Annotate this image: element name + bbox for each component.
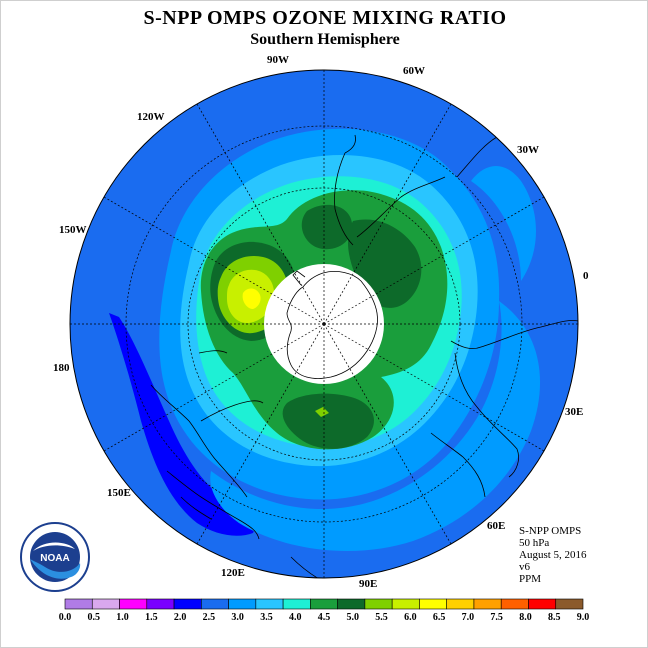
colorbar: 0.0 0.5 1.0 1.5 2.0 2.5 3.0 3.5 4.0 4.5 5.0 5.5 6.0 6… — [59, 598, 590, 623]
info-units: PPM — [519, 573, 542, 585]
colorbar-tick-label: 4.0 — [289, 612, 302, 623]
colorbar-tick-label: 2.0 — [174, 612, 187, 623]
info-date: August 5, 2016 — [519, 549, 587, 561]
colorbar-tick-label: 7.5 — [490, 612, 503, 623]
colorbar-swatch — [528, 598, 557, 610]
lon-label-90w: 90W — [267, 54, 289, 66]
colorbar-swatch — [500, 598, 529, 610]
colorbar-swatch — [255, 598, 284, 610]
lon-label-30e: 30E — [565, 406, 583, 418]
colorbar-swatch — [310, 598, 338, 610]
colorbar-tick-label: 3.0 — [231, 612, 244, 623]
lon-label-60w: 60W — [403, 65, 425, 77]
colorbar-swatch — [555, 598, 584, 610]
colorbar-tick-label: 0.5 — [88, 612, 101, 623]
logo-text: NOAA — [40, 553, 69, 564]
map-info-block: S-NPP OMPS 50 hPa August 5, 2016 v6 PPM — [519, 525, 587, 585]
lon-label-90e: 90E — [359, 578, 377, 590]
colorbar-swatch — [173, 598, 202, 610]
colorbar-swatch — [282, 598, 311, 610]
colorbar-tick-label: 1.0 — [116, 612, 129, 623]
colorbar-tick-label: 2.5 — [203, 612, 216, 623]
lon-label-60e: 60E — [487, 520, 505, 532]
lon-label-0: 0 — [583, 270, 589, 282]
map-title: S-NPP OMPS OZONE MIXING RATIO — [143, 7, 507, 29]
colorbar-tick-label: 8.5 — [548, 612, 561, 623]
colorbar-swatch — [364, 598, 393, 610]
colorbar-swatch — [119, 598, 148, 610]
ozone-field-5.0-5.5-south — [282, 393, 374, 449]
lon-label-150e: 150E — [107, 487, 131, 499]
ozone-field-5.0-5.5-north — [301, 204, 353, 250]
colorbar-swatch — [446, 598, 475, 610]
colorbar-swatch — [201, 598, 229, 610]
info-level: 50 hPa — [519, 537, 550, 549]
lon-label-120e: 120E — [221, 567, 245, 579]
colorbar-tick-label: 9.0 — [577, 612, 590, 623]
colorbar-tick-label: 8.0 — [519, 612, 532, 623]
graticule — [70, 70, 578, 578]
info-instrument: S-NPP OMPS — [519, 525, 582, 537]
colorbar-tick-label: 3.5 — [260, 612, 273, 623]
colorbar-tick-label: 5.0 — [347, 612, 360, 623]
lon-label-30w: 30W — [517, 144, 539, 156]
info-version: v6 — [519, 561, 530, 573]
colorbar-swatch — [419, 598, 447, 610]
ozone-field-2.0-2.5 — [109, 313, 255, 536]
colorbar-tick-label: 0.0 — [59, 612, 72, 623]
colorbar-tick-label: 1.5 — [145, 612, 158, 623]
colorbar-tick-label: 6.0 — [404, 612, 417, 623]
ozone-field-6.5-7.0 — [242, 288, 261, 309]
colorbar-swatch — [91, 598, 120, 610]
colorbar-tick-label: 7.0 — [462, 612, 475, 623]
colorbar-swatch — [337, 598, 366, 610]
colorbar-tick-label: 4.5 — [318, 612, 331, 623]
noaa-logo: NOAA — [20, 522, 90, 592]
lon-label-180: 180 — [53, 362, 70, 374]
colorbar-swatch — [228, 598, 257, 610]
colorbar-swatch — [473, 598, 502, 610]
colorbar-swatch — [146, 598, 175, 610]
colorbar-tick-label: 5.5 — [375, 612, 388, 623]
ozone-field-3.0-3.5-atlantic — [471, 166, 536, 281]
colorbar-tick-label: 6.5 — [433, 612, 446, 623]
ozone-field-5.5-6.0-south-spot — [315, 407, 329, 417]
lon-label-120w: 120W — [137, 111, 165, 123]
map-subtitle: Southern Hemisphere — [250, 31, 400, 48]
colorbar-swatch — [391, 598, 420, 610]
longitude-labels: 90W 60W 30W 0 30E 60E 90E 120E 150E 180 … — [53, 54, 589, 590]
ozone-field-3.0-3.5-pacific — [210, 301, 541, 552]
lon-label-150w: 150W — [59, 224, 87, 236]
colorbar-swatch — [64, 598, 93, 610]
